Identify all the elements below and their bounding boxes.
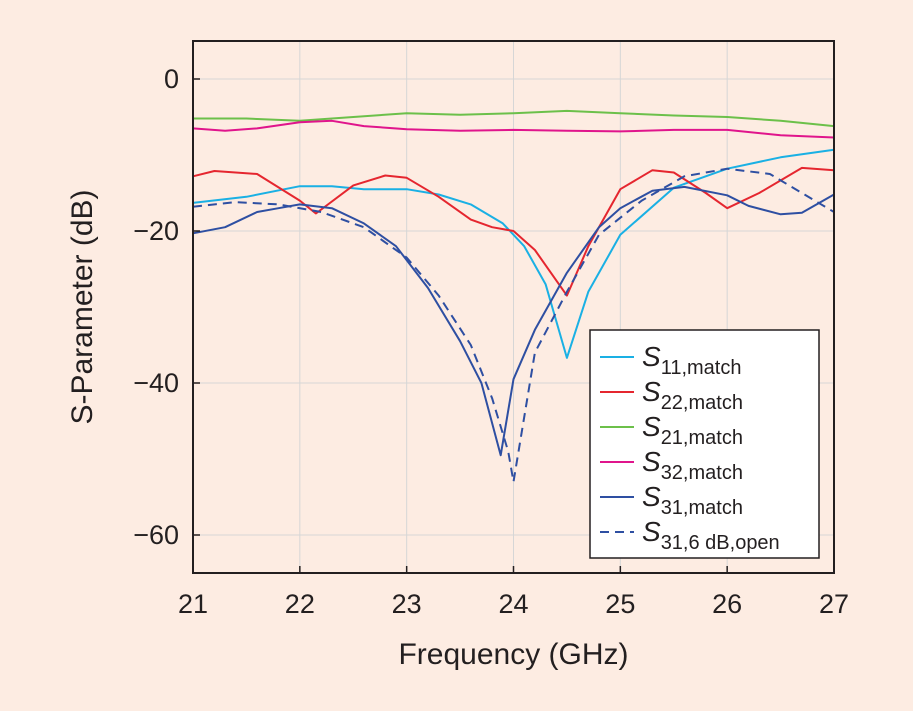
x-tick-label: 21	[178, 589, 208, 619]
x-axis-label: Frequency (GHz)	[398, 638, 628, 671]
x-tick-label: 26	[712, 589, 742, 619]
x-tick-label: 27	[819, 589, 849, 619]
legend-label-2: S21,match	[642, 411, 743, 449]
x-tick-label: 25	[605, 589, 635, 619]
x-tick-label: 24	[498, 589, 528, 619]
y-tick-label: −40	[133, 368, 179, 398]
legend-symbol: S	[642, 376, 661, 407]
plot-series	[192, 109, 835, 483]
legend-symbol: S	[642, 446, 661, 477]
legend-label-3: S32,match	[642, 446, 743, 484]
y-tick-label: −60	[133, 520, 179, 550]
legend-subscript: 32,match	[661, 462, 743, 484]
legend-label-4: S31,match	[642, 481, 743, 519]
series-line-3	[192, 119, 835, 139]
legend-symbol: S	[642, 341, 661, 372]
legend-subscript: 21,match	[661, 427, 743, 449]
legend-label-5: S31,6 dB,open	[642, 516, 780, 554]
legend-symbol: S	[642, 481, 661, 512]
legend-box	[589, 329, 820, 559]
legend-label-1: S22,match	[642, 376, 743, 414]
series-line-0	[192, 148, 835, 359]
x-tick-label: 22	[285, 589, 315, 619]
legend: S11,matchS22,matchS21,matchS32,matchS31,…	[589, 329, 820, 559]
legend-symbol: S	[642, 516, 661, 547]
legend-subscript: 31,6 dB,open	[661, 532, 780, 554]
series-line-4	[192, 185, 835, 457]
y-tick-label: 0	[164, 64, 179, 94]
y-axis: 0 −20 −40 −60	[133, 64, 200, 550]
x-tick-label: 23	[392, 589, 422, 619]
x-axis: 21 22 23 24 25 26 27	[178, 566, 849, 619]
series-line-5	[192, 167, 835, 483]
legend-subscript: 11,match	[661, 357, 742, 379]
y-axis-label: S-Parameter (dB)	[66, 189, 99, 424]
series-line-2	[193, 109, 835, 128]
legend-subscript: 31,match	[661, 497, 743, 519]
legend-subscript: 22,match	[661, 392, 743, 414]
legend-label-0: S11,match	[642, 341, 741, 379]
y-tick-label: −20	[133, 216, 179, 246]
legend-symbol: S	[642, 411, 661, 442]
series-line-1	[192, 166, 835, 297]
